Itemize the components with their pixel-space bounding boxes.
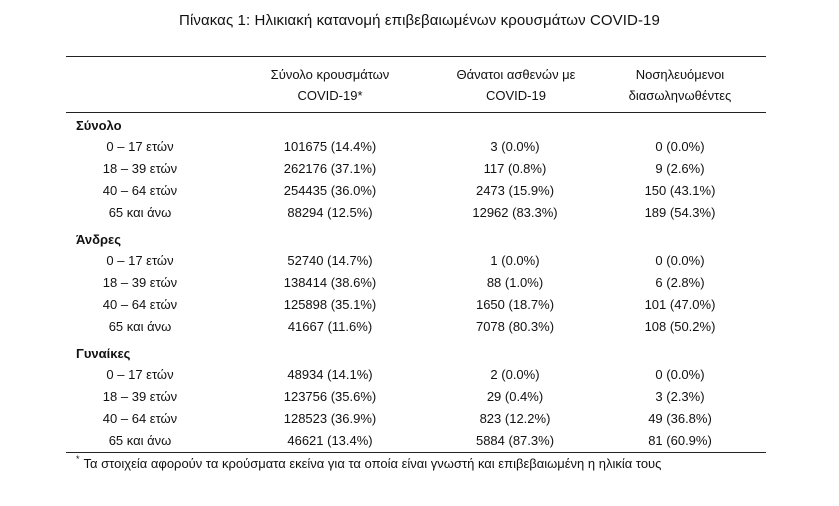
- cases-cell: 46621 (13.4%): [287, 433, 373, 448]
- deaths-cell: 823 (12.2%): [479, 411, 551, 426]
- table-row: 65 και άνω 88294 (12.5%) 12962 (83.3%) 1…: [0, 202, 839, 224]
- header-line: διασωληνωθέντες: [628, 88, 732, 103]
- header-line: Νοσηλευόμενοι: [635, 67, 725, 82]
- header-line: COVID-19: [486, 88, 546, 103]
- header-line: Σύνολο κρουσμάτων: [270, 67, 390, 82]
- deaths-cell: 5884 (87.3%): [475, 433, 555, 448]
- deaths-cell: 12962 (83.3%): [472, 205, 558, 220]
- table-row: 18 – 39 ετών 123756 (35.6%) 29 (0.4%) 3 …: [0, 386, 839, 408]
- table-row: 18 – 39 ετών 262176 (37.1%) 117 (0.8%) 9…: [0, 158, 839, 180]
- cases-cell: 128523 (36.9%): [283, 411, 377, 426]
- age-cell: 0 – 17 ετών: [106, 367, 174, 382]
- deaths-cell: 2473 (15.9%): [475, 183, 555, 198]
- cases-cell: 138414 (38.6%): [283, 275, 377, 290]
- header-rule: [66, 112, 766, 113]
- cases-cell: 125898 (35.1%): [283, 297, 377, 312]
- table-row: 65 και άνω 41667 (11.6%) 7078 (80.3%) 10…: [0, 316, 839, 338]
- header-line: COVID-19*: [297, 88, 363, 103]
- intubated-cell: 9 (2.6%): [655, 161, 705, 176]
- age-cell: 0 – 17 ετών: [106, 139, 174, 154]
- deaths-cell: 7078 (80.3%): [475, 319, 555, 334]
- age-cell: 40 – 64 ετών: [102, 183, 178, 198]
- table-row: 65 και άνω 46621 (13.4%) 5884 (87.3%) 81…: [0, 430, 839, 452]
- cases-cell: 262176 (37.1%): [283, 161, 377, 176]
- intubated-cell: 189 (54.3%): [644, 205, 716, 220]
- intubated-cell: 49 (36.8%): [648, 411, 712, 426]
- intubated-cell: 81 (60.9%): [648, 433, 712, 448]
- group-label-women: Γυναίκες: [76, 346, 131, 361]
- intubated-cell: 0 (0.0%): [655, 367, 705, 382]
- intubated-cell: 0 (0.0%): [655, 139, 705, 154]
- age-cell: 65 και άνω: [108, 319, 172, 334]
- cases-cell: 88294 (12.5%): [287, 205, 373, 220]
- deaths-cell: 2 (0.0%): [490, 367, 540, 382]
- top-rule: [66, 56, 766, 57]
- age-cell: 65 και άνω: [108, 433, 172, 448]
- deaths-cell: 88 (1.0%): [486, 275, 544, 290]
- cases-cell: 101675 (14.4%): [283, 139, 377, 154]
- footnote: * Τα στοιχεία αφορούν τα κρούσματα εκείνα…: [76, 454, 662, 471]
- cases-cell: 123756 (35.6%): [283, 389, 377, 404]
- deaths-cell: 117 (0.8%): [483, 161, 547, 176]
- table-row: 0 – 17 ετών 101675 (14.4%) 3 (0.0%) 0 (0…: [0, 136, 839, 158]
- table-row: 0 – 17 ετών 52740 (14.7%) 1 (0.0%) 0 (0.…: [0, 250, 839, 272]
- cases-cell: 254435 (36.0%): [283, 183, 377, 198]
- footnote-mark: *: [76, 454, 80, 464]
- footnote-text: Τα στοιχεία αφορούν τα κρούσματα εκείνα …: [83, 456, 662, 471]
- header-intubated: Νοσηλευόμενοι διασωληνωθέντες: [600, 64, 760, 106]
- intubated-cell: 108 (50.2%): [644, 319, 716, 334]
- age-cell: 40 – 64 ετών: [102, 297, 178, 312]
- table-row: 40 – 64 ετών 128523 (36.9%) 823 (12.2%) …: [0, 408, 839, 430]
- cases-cell: 41667 (11.6%): [287, 319, 373, 334]
- deaths-cell: 1650 (18.7%): [475, 297, 555, 312]
- table-row: 18 – 39 ετών 138414 (38.6%) 88 (1.0%) 6 …: [0, 272, 839, 294]
- group-label-total: Σύνολο: [76, 118, 122, 133]
- table-row: 40 – 64 ετών 254435 (36.0%) 2473 (15.9%)…: [0, 180, 839, 202]
- header-line: Θάνατοι ασθενών με: [456, 67, 576, 82]
- bottom-rule: [66, 452, 766, 453]
- cases-cell: 48934 (14.1%): [287, 367, 373, 382]
- deaths-cell: 3 (0.0%): [490, 139, 540, 154]
- table-title: Πίνακας 1: Ηλικιακή κατανομή επιβεβαιωμέ…: [179, 12, 660, 29]
- table-row: 0 – 17 ετών 48934 (14.1%) 2 (0.0%) 0 (0.…: [0, 364, 839, 386]
- header-deaths: Θάνατοι ασθενών με COVID-19: [426, 64, 606, 106]
- group-label-men: Άνδρες: [76, 232, 121, 247]
- deaths-cell: 29 (0.4%): [486, 389, 544, 404]
- age-cell: 18 – 39 ετών: [102, 161, 178, 176]
- age-cell: 65 και άνω: [108, 205, 172, 220]
- age-cell: 40 – 64 ετών: [102, 411, 178, 426]
- age-cell: 0 – 17 ετών: [106, 253, 174, 268]
- intubated-cell: 101 (47.0%): [644, 297, 716, 312]
- intubated-cell: 6 (2.8%): [655, 275, 705, 290]
- deaths-cell: 1 (0.0%): [490, 253, 540, 268]
- table-row: 40 – 64 ετών 125898 (35.1%) 1650 (18.7%)…: [0, 294, 839, 316]
- header-total-cases: Σύνολο κρουσμάτων COVID-19*: [246, 64, 414, 106]
- intubated-cell: 3 (2.3%): [655, 389, 705, 404]
- cases-cell: 52740 (14.7%): [287, 253, 373, 268]
- age-cell: 18 – 39 ετών: [102, 389, 178, 404]
- age-cell: 18 – 39 ετών: [102, 275, 178, 290]
- intubated-cell: 150 (43.1%): [644, 183, 716, 198]
- intubated-cell: 0 (0.0%): [655, 253, 705, 268]
